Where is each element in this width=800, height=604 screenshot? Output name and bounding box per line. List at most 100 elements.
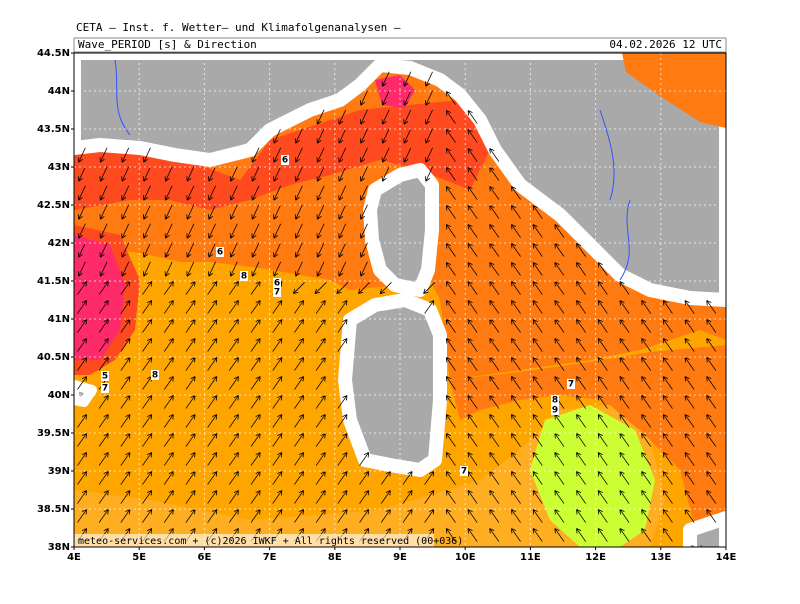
direction-arrow <box>532 414 543 428</box>
direction-arrow <box>208 185 216 201</box>
direction-arrow <box>315 509 326 523</box>
direction-arrow <box>250 300 261 314</box>
direction-arrow <box>163 490 174 504</box>
direction-arrow <box>163 338 174 352</box>
direction-arrow <box>532 243 543 257</box>
direction-arrow <box>207 490 218 504</box>
direction-arrow <box>120 376 131 390</box>
direction-arrow <box>77 471 87 485</box>
field-magenta <box>74 235 125 360</box>
contour-label: 5 <box>102 372 108 382</box>
direction-arrow <box>554 509 565 523</box>
direction-arrow <box>273 128 282 144</box>
direction-arrow <box>380 471 391 485</box>
direction-arrow <box>337 471 348 485</box>
direction-arrow <box>576 452 587 466</box>
direction-arrow <box>467 376 478 390</box>
direction-arrow <box>597 509 608 523</box>
direction-arrow <box>554 376 565 390</box>
lon-label: 7E <box>263 552 277 563</box>
direction-arrow <box>316 185 325 201</box>
direction-arrow <box>489 167 500 181</box>
direction-arrow <box>706 319 717 333</box>
direction-arrow <box>706 490 717 504</box>
direction-arrow <box>143 242 151 258</box>
direction-arrow <box>597 433 608 447</box>
direction-arrow <box>424 490 435 504</box>
direction-arrow <box>142 433 153 447</box>
direction-arrow <box>315 433 326 447</box>
direction-arrow <box>684 414 695 428</box>
direction-arrow <box>381 128 390 144</box>
direction-arrow <box>142 452 153 466</box>
direction-arrow <box>619 395 630 409</box>
direction-arrow <box>511 262 521 276</box>
direction-arrow <box>445 300 456 314</box>
direction-arrow <box>467 509 478 523</box>
direction-arrow <box>142 395 153 409</box>
contour-label: 8 <box>152 371 158 381</box>
direction-arrow <box>121 261 130 277</box>
direction-arrow <box>294 147 303 163</box>
direction-arrow <box>292 282 305 295</box>
direction-arrow <box>445 490 456 504</box>
direction-arrow <box>445 319 456 333</box>
direction-arrow <box>294 128 303 144</box>
direction-arrow <box>445 433 456 447</box>
direction-arrow <box>425 71 433 87</box>
direction-arrow <box>425 128 433 144</box>
direction-arrow <box>597 281 608 295</box>
direction-arrow <box>315 452 326 466</box>
direction-arrow <box>120 452 131 466</box>
direction-arrow <box>619 319 630 333</box>
direction-arrow <box>489 452 500 466</box>
direction-arrow <box>489 148 500 162</box>
direction-arrow <box>532 471 543 485</box>
direction-arrow <box>337 433 348 447</box>
lat-label: 42N <box>48 238 70 249</box>
direction-arrow <box>576 376 587 390</box>
direction-arrow <box>163 414 174 428</box>
direction-arrow <box>445 243 456 257</box>
direction-arrow <box>619 376 630 390</box>
direction-arrow <box>641 319 652 333</box>
direction-arrow <box>143 185 151 201</box>
direction-arrow <box>467 300 478 314</box>
direction-arrow <box>77 223 86 239</box>
direction-arrow <box>142 338 153 352</box>
direction-arrow <box>163 357 174 371</box>
direction-arrow <box>445 129 456 143</box>
title: Wave_PERIOD [s] & Direction <box>78 38 257 51</box>
direction-arrow <box>273 147 282 163</box>
direction-arrow <box>315 376 326 390</box>
direction-arrow <box>98 319 109 333</box>
direction-arrow <box>207 471 218 485</box>
direction-arrow <box>706 376 717 390</box>
direction-arrow <box>228 509 239 523</box>
direction-arrow <box>597 490 608 504</box>
direction-arrow <box>98 281 109 295</box>
contour-label-bg <box>216 247 224 257</box>
direction-arrow <box>532 433 543 447</box>
lat-label: 43.5N <box>37 124 70 135</box>
direction-arrow <box>576 433 587 447</box>
direction-arrow <box>358 282 371 295</box>
direction-arrow <box>380 509 391 523</box>
direction-arrow <box>445 167 456 181</box>
land-island <box>74 380 97 407</box>
direction-arrow <box>294 414 304 428</box>
direction-arrow <box>467 433 478 447</box>
direction-arrow <box>228 433 239 447</box>
direction-arrow <box>120 471 131 485</box>
direction-arrow <box>511 281 521 295</box>
direction-arrow <box>338 109 347 125</box>
direction-arrow <box>294 261 303 277</box>
direction-arrow <box>597 376 608 390</box>
direction-arrow <box>185 452 196 466</box>
direction-arrow <box>228 338 239 352</box>
direction-arrow <box>706 395 717 409</box>
direction-arrow <box>229 166 238 182</box>
direction-arrow <box>142 509 153 523</box>
direction-arrow <box>338 223 347 239</box>
direction-arrow <box>316 109 325 125</box>
